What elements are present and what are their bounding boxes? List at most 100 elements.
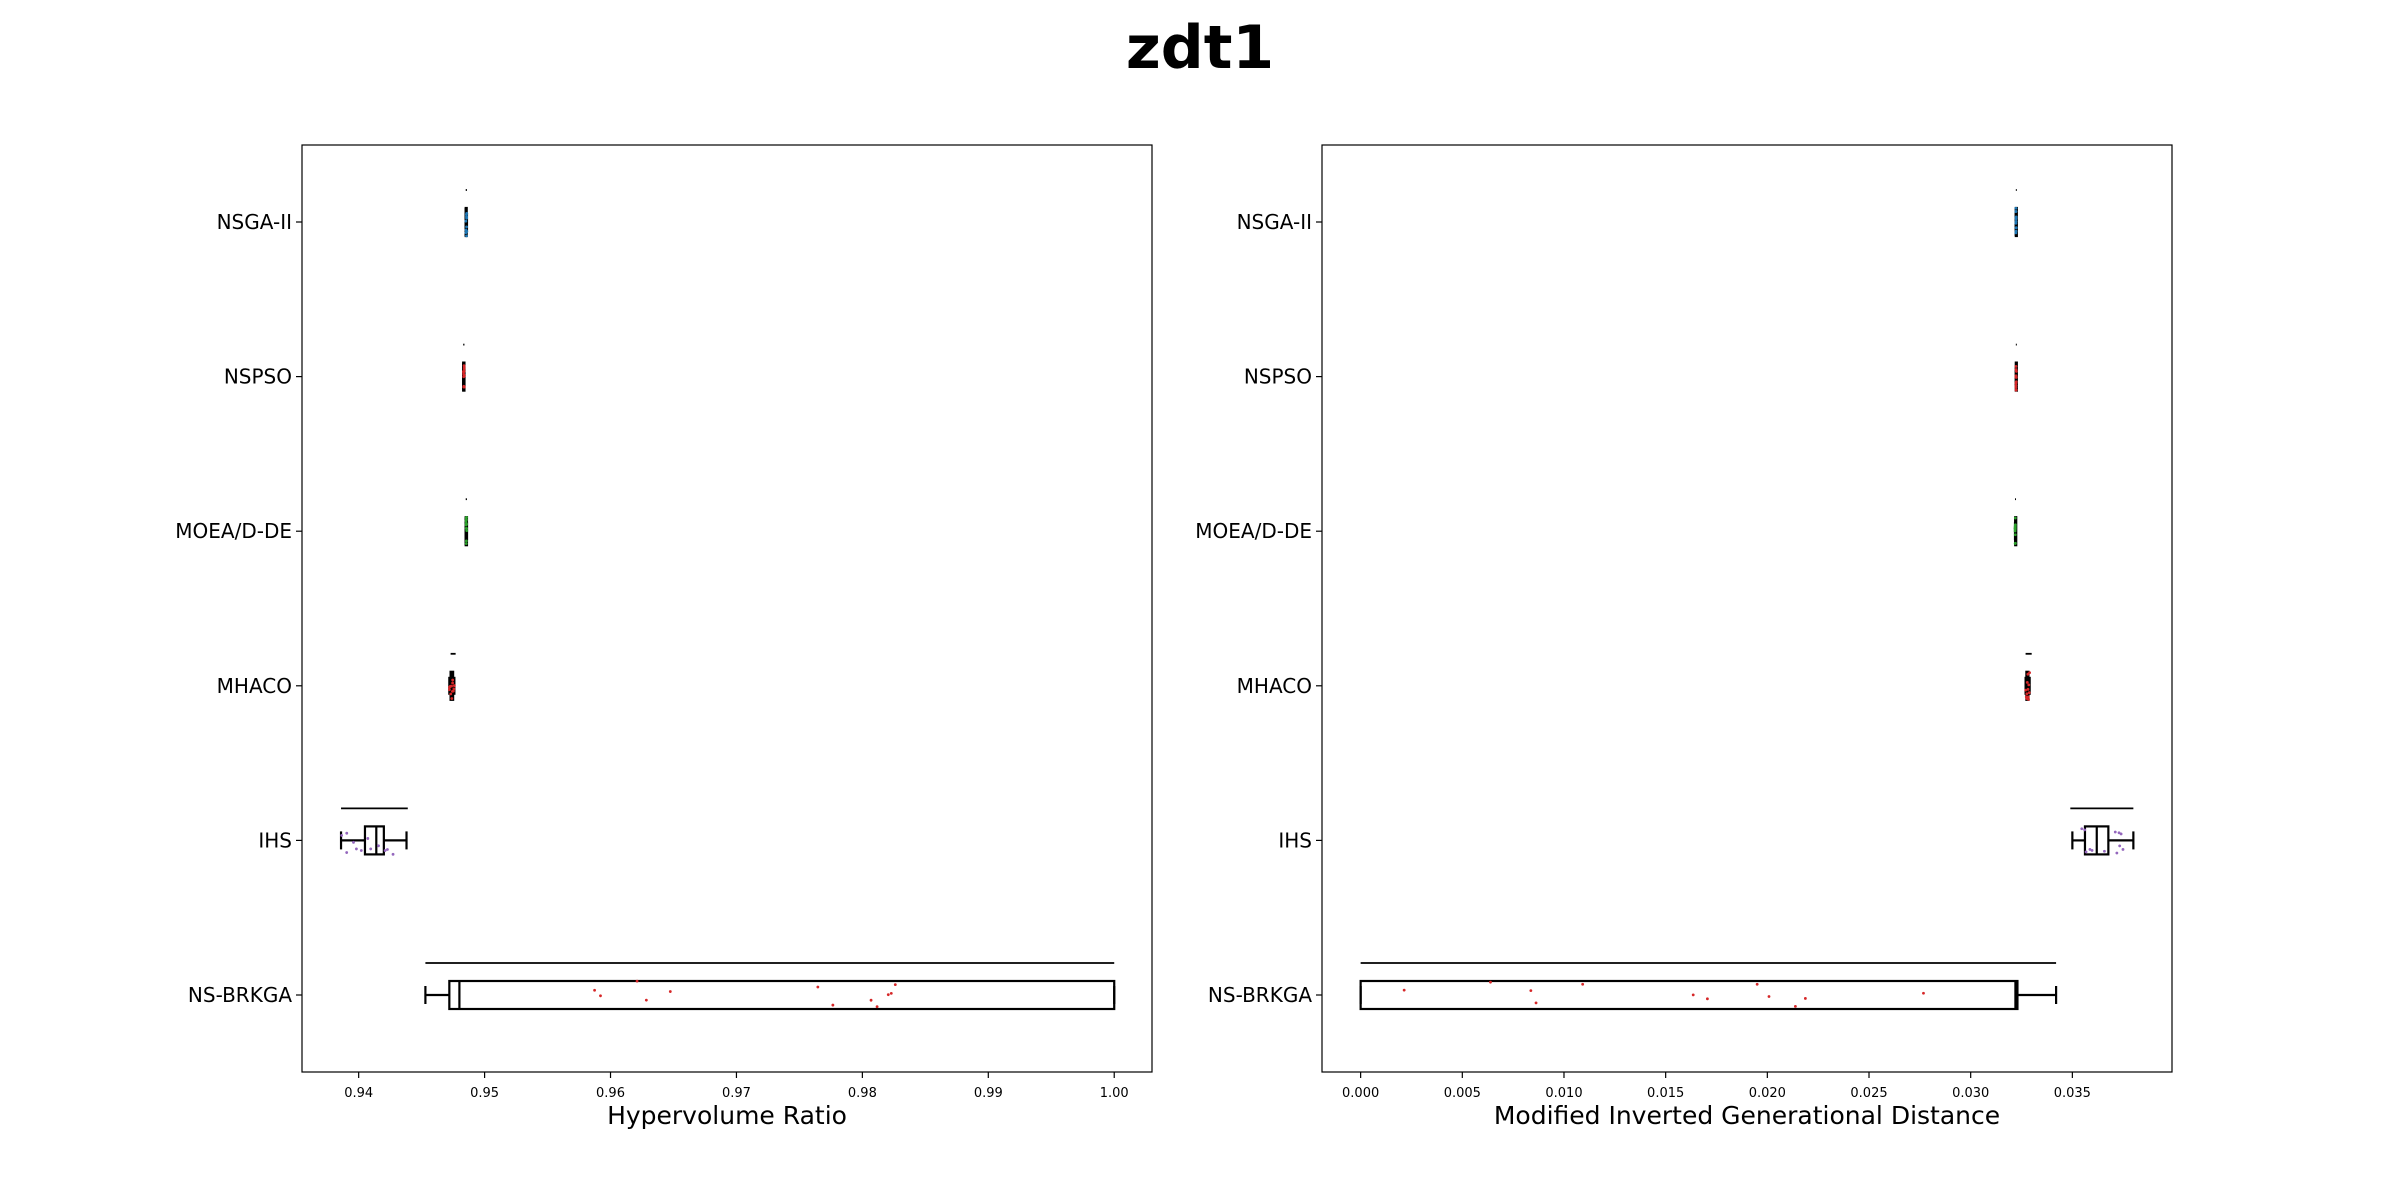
sample-point <box>359 849 363 852</box>
sample-point <box>451 689 455 693</box>
sample-point <box>2090 849 2094 852</box>
x-tick-label: 0.94 <box>344 1086 373 1101</box>
x-tick-label: 1.00 <box>1100 1086 1129 1101</box>
sample-point <box>2115 851 2119 855</box>
sample-point <box>599 994 602 998</box>
sample-point <box>345 831 349 835</box>
sample-point <box>1922 991 1925 995</box>
sample-point <box>452 687 456 691</box>
sample-point <box>2025 680 2029 684</box>
sample-point <box>464 527 468 530</box>
sample-point <box>2014 226 2018 230</box>
figure-title: zdt1 <box>1125 13 1275 83</box>
sample-point <box>2026 672 2030 676</box>
sample-point <box>464 542 468 546</box>
y-tick-label-mhaco: MHACO <box>1237 674 1312 698</box>
sample-point <box>1803 997 1807 1000</box>
sample-point <box>2083 828 2087 832</box>
sample-point <box>889 991 893 995</box>
x-tick-label: 0.020 <box>1749 1086 1786 1101</box>
sample-point <box>2013 527 2017 530</box>
sample-point <box>464 539 468 543</box>
sample-point <box>1767 995 1771 998</box>
x-tick-label: 0.030 <box>1952 1086 1989 1101</box>
x-tick-label: 0.000 <box>1342 1086 1379 1101</box>
y-tick-label-moea-d-de: MOEA/D-DE <box>1195 519 1312 543</box>
sample-point <box>377 844 380 848</box>
sample-point <box>2025 692 2029 696</box>
sample-point <box>2013 533 2017 537</box>
sample-point <box>465 216 469 220</box>
sample-point <box>465 529 469 533</box>
plot-frame <box>301 144 1153 1073</box>
box-nsga-ii <box>2014 189 2018 238</box>
sample-point <box>2013 523 2017 527</box>
sample-point <box>452 684 456 687</box>
sample-point <box>448 688 451 692</box>
y-tick-label-nsga-ii: NSGA-II <box>217 210 292 234</box>
box-rect-ihs <box>363 825 385 856</box>
sample-point <box>391 852 395 856</box>
sample-point <box>644 998 648 1002</box>
sample-point <box>464 521 468 525</box>
sample-point <box>2026 687 2030 691</box>
sample-point <box>369 847 373 851</box>
sample-point <box>816 985 820 989</box>
y-tick-label-nsga-ii: NSGA-II <box>1237 210 1312 234</box>
box-nspso <box>2014 343 2018 392</box>
x-tick-label: 0.95 <box>470 1086 499 1101</box>
sample-point <box>2014 210 2018 213</box>
y-tick-label-mhaco: MHACO <box>217 674 292 698</box>
x-axis-label: Modified Inverted Generational Distance <box>1494 1101 2000 1130</box>
sample-point <box>451 681 455 685</box>
sample-point <box>465 225 468 229</box>
sample-point <box>2014 216 2018 220</box>
sample-point <box>383 849 387 852</box>
chart-panel-migd: 0.000 0.005 0.010 0.015 0.020 0.025 0.030 0.035… <box>1195 144 2173 1130</box>
x-tick-label: 0.025 <box>1850 1086 1887 1101</box>
sample-point <box>450 697 454 700</box>
box-rect-ns-brkga <box>1359 979 2019 1011</box>
sample-point <box>1755 982 1759 986</box>
y-tick-label-ihs: IHS <box>258 828 292 852</box>
chart-panel-hypervolume: 0.94 0.95 0.96 0.97 0.98 0.99 1.00 Hypervolume … <box>175 144 1153 1130</box>
sample-point <box>465 515 468 519</box>
sample-point <box>1529 989 1533 993</box>
sample-point <box>2113 830 2117 834</box>
sample-point <box>2014 380 2018 384</box>
sample-point <box>1402 988 1406 992</box>
sample-point <box>2014 365 2018 368</box>
sample-point <box>1489 980 1492 984</box>
sample-point <box>2014 220 2018 223</box>
box-ihs <box>2070 807 2135 856</box>
sample-point <box>465 230 469 234</box>
y-tick-label-ns-brkga: NS-BRKGA <box>1208 983 1312 1007</box>
sample-point <box>2013 516 2017 520</box>
box-ihs <box>339 807 408 856</box>
sample-point <box>1581 982 1585 986</box>
sample-point <box>462 367 466 371</box>
sample-point <box>352 840 355 844</box>
y-tick-label-nspso: NSPSO <box>1244 365 1312 389</box>
x-axis-label: Hypervolume Ratio <box>607 1101 847 1130</box>
sample-point <box>2014 375 2018 379</box>
sample-point <box>2024 688 2028 692</box>
sample-point <box>831 1003 835 1007</box>
plot-frame <box>1321 144 2173 1073</box>
sample-point <box>2014 368 2018 371</box>
box-ns-brkga <box>1359 962 2058 1011</box>
sample-point <box>2014 206 2018 210</box>
sample-point <box>886 993 890 997</box>
box-ns-brkga <box>424 962 1116 1011</box>
sample-point <box>464 519 468 523</box>
sample-point <box>340 834 344 837</box>
sample-point <box>635 979 639 983</box>
sample-point <box>451 678 455 682</box>
sample-point <box>464 219 468 223</box>
x-tick-label: 0.015 <box>1647 1086 1684 1101</box>
sample-point <box>875 1005 879 1009</box>
sample-point <box>2014 384 2018 387</box>
x-tick-label: 0.005 <box>1444 1086 1481 1101</box>
sample-point <box>668 990 672 993</box>
